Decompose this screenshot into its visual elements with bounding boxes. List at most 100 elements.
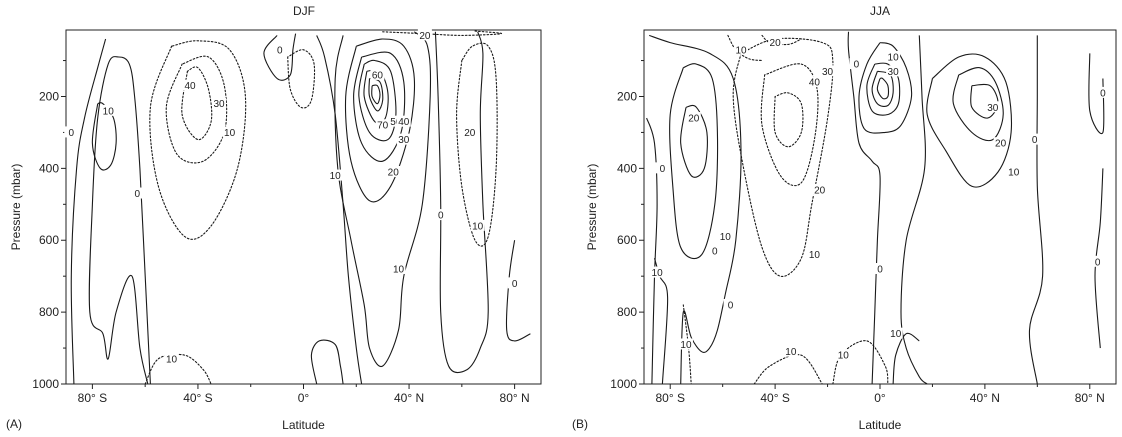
contour-line-pos-20 [344, 38, 416, 203]
contour-label: 0 [512, 279, 518, 290]
contour-label-bg [888, 327, 903, 339]
contour-label: 30 [987, 103, 999, 114]
contour-line-pos-0 [847, 31, 881, 384]
contour-label: 20 [419, 31, 431, 42]
contour-label: 70 [377, 121, 389, 132]
contour-label-bg [391, 262, 406, 274]
y-tick-label: 200 [617, 89, 637, 103]
contour-line-pos-0 [1028, 35, 1044, 384]
contour-line-pos-0 [505, 240, 531, 342]
x-tick-label: 40° S [183, 391, 212, 405]
contour-line-pos-20 [952, 67, 1004, 142]
contour-label-bg [849, 58, 864, 70]
contour-label: 20 [814, 185, 826, 196]
contour-label-bg [386, 165, 401, 177]
contour-line-neg-30 [773, 92, 804, 148]
contour-label: 0 [854, 60, 860, 71]
contour-label: 40 [809, 78, 821, 89]
contour-line-pos-30 [876, 77, 890, 100]
contour-label-bg [650, 266, 665, 278]
contour-label-bg [370, 68, 385, 80]
x-axis-label: Latitude [859, 418, 902, 432]
x-tick-label: 80° N [1075, 391, 1105, 405]
chart-title: DJF [293, 4, 315, 18]
contour-line-pos-0 [649, 34, 742, 384]
contour-label-bg [655, 162, 670, 174]
contour-label: 10 [330, 171, 342, 182]
contour-line-pos-0 [1094, 168, 1104, 349]
contour-label: 0 [134, 189, 140, 200]
y-tick-label: 800 [39, 305, 59, 319]
contour-line-neg-10 [727, 34, 763, 62]
y-tick-label: 200 [39, 89, 59, 103]
contour-line-pos-70 [371, 84, 381, 105]
contour-line-neg-0 [287, 49, 316, 109]
contour-line-neg-10 [149, 40, 247, 240]
x-tick-label: 80° S [655, 391, 684, 405]
contour-line-pos-40 [358, 59, 397, 142]
contour-line-neg-10 [753, 354, 823, 384]
contour-label-bg [993, 137, 1008, 149]
contour-line-neg-20 [760, 63, 819, 187]
x-tick-label: 40° S [760, 391, 789, 405]
contour-label-bg [678, 338, 693, 350]
contour-line-neg-30 [165, 55, 228, 164]
contour-label-bg [812, 183, 827, 195]
contour-label: 10 [735, 45, 747, 56]
contour-label-bg [64, 126, 79, 138]
contour-label: 30 [888, 67, 900, 78]
contour-label-bg [783, 345, 798, 357]
contour-line-pos-10 [310, 339, 344, 384]
contour-label: 10 [809, 250, 821, 261]
chart-title: JJA [870, 4, 890, 18]
contour-label-bg [396, 133, 411, 145]
contour-line-pos-10 [669, 63, 719, 260]
contour-label: 0 [1032, 135, 1038, 146]
x-axis-label: Latitude [282, 418, 325, 432]
contour-label: 0 [728, 300, 734, 311]
y-tick-label: 400 [617, 161, 637, 175]
contour-label-bg [718, 230, 733, 242]
contour-label-bg [873, 262, 887, 274]
contour-label-bg [886, 65, 901, 77]
contour-label: 40 [184, 81, 196, 92]
contour-label-bg [433, 209, 448, 221]
contour-group [70, 30, 531, 384]
contour-label-bg [375, 119, 390, 131]
contour-label-bg [396, 115, 411, 127]
panel-label-b: (B) [572, 417, 588, 431]
contour-line-pos-0 [434, 31, 489, 374]
y-tick-label: 1000 [32, 377, 59, 391]
contour-line-pos-20 [680, 104, 708, 178]
contour-label: 20 [770, 38, 782, 49]
contour-label-bg [807, 248, 822, 260]
contour-label: 30 [398, 135, 410, 146]
contour-label: 10 [224, 128, 236, 139]
contour-label: 30 [213, 99, 225, 110]
contour-line-pos-60 [368, 77, 384, 112]
contour-line-pos-30 [353, 51, 406, 162]
contour-label: 0 [877, 264, 883, 275]
y-axis-label: Pressure (mbar) [585, 164, 599, 251]
contour-label-bg [734, 43, 749, 55]
contour-line-pos-0 [70, 38, 107, 384]
contour-label-bg [388, 115, 403, 127]
contour-label: 20 [464, 128, 476, 139]
contour-label-bg [183, 79, 198, 91]
x-tick-label: 0° [298, 391, 310, 405]
contour-label: 40 [398, 117, 410, 128]
y-tick-label: 1000 [610, 377, 637, 391]
contour-label: 0 [712, 247, 718, 258]
contour-line-neg-10 [832, 340, 889, 384]
x-tick-label: 40° N [970, 391, 1000, 405]
contour-label: 0 [277, 45, 283, 56]
plot-frame [65, 29, 542, 385]
contour-line-pos-0 [263, 33, 297, 81]
contour-label-bg [836, 349, 851, 361]
contour-label-bg [820, 65, 835, 77]
y-tick-label: 800 [617, 305, 637, 319]
contour-label-bg [222, 126, 237, 138]
contour-line-neg-40 [181, 66, 213, 141]
